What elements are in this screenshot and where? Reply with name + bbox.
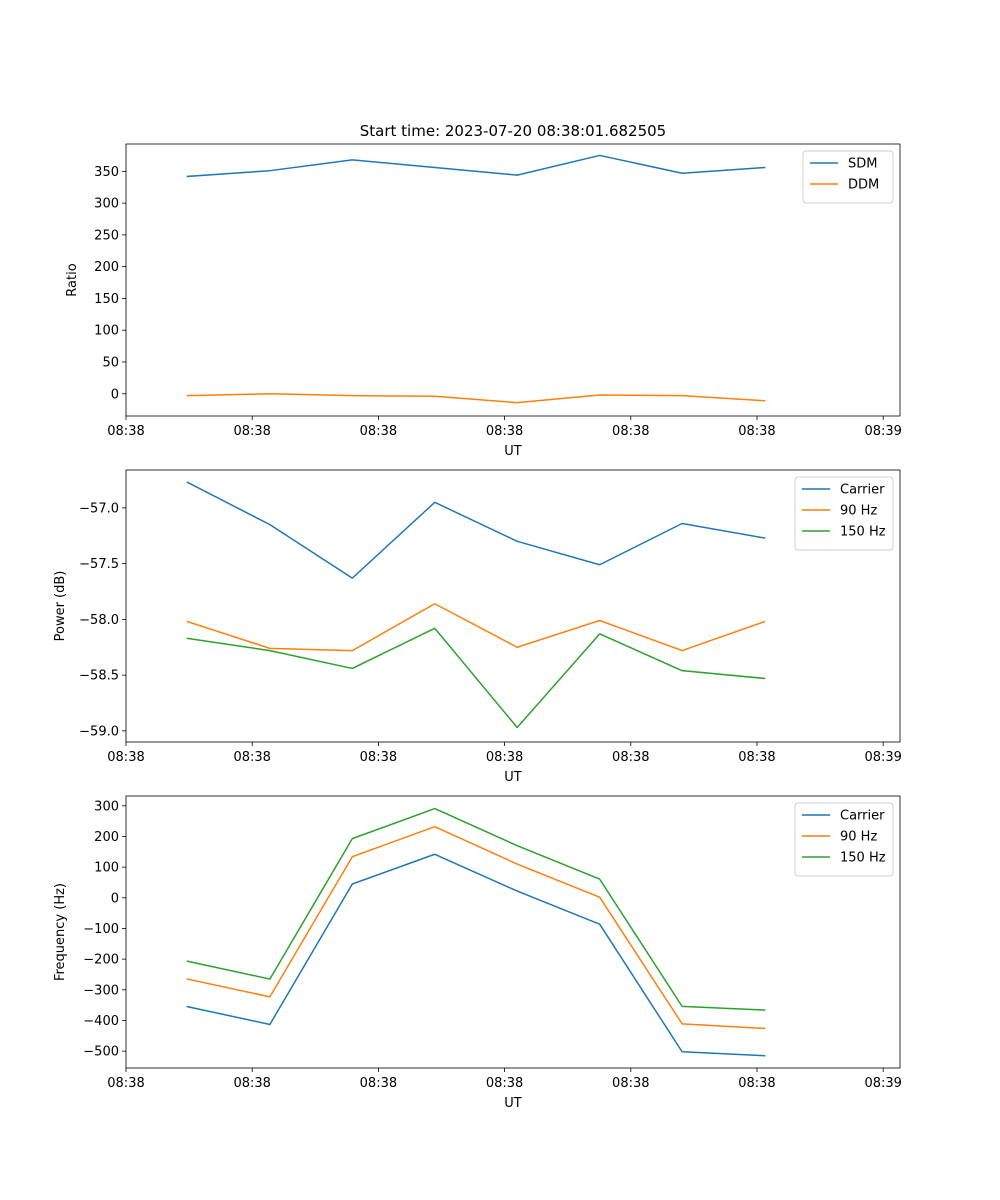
axes-frame: [125, 469, 901, 743]
x-axis-label: UT: [504, 444, 522, 459]
series-line-carrier: [186, 481, 766, 579]
legend: SDM DDM: [802, 150, 894, 204]
x-tick-label: 08:39: [864, 424, 901, 439]
y-tick-label: −58.0: [79, 613, 119, 628]
series-line-ddm: [186, 393, 766, 404]
y-axis-label: Ratio: [65, 263, 80, 296]
x-tick-label: 08:38: [612, 750, 649, 765]
subplots: 08:38 08:38 08:38 08:38 08:38 08:38 08:39 0 50 10…: [53, 143, 902, 1111]
subplot-1: 08:38 08:38 08:38 08:38 08:38 08:38 08:39 0 50 10…: [65, 143, 902, 459]
legend-label: DDM: [848, 178, 879, 193]
x-tick-label: 08:38: [738, 424, 775, 439]
y-tick-label: 350: [94, 165, 119, 180]
y-axis-label: Frequency (Hz): [53, 883, 68, 981]
y-tick-label: −59.0: [79, 724, 119, 739]
legend-label: 90 Hz: [840, 504, 877, 519]
x-tick-label: 08:39: [864, 750, 901, 765]
legend-label: Carrier: [840, 809, 885, 824]
y-tick-label: 100: [94, 324, 119, 339]
x-tick-label: 08:38: [233, 424, 270, 439]
y-tick-label: −400: [83, 1014, 119, 1029]
y-axis-label: Power (dB): [53, 571, 68, 642]
y-tick-label: 0: [111, 387, 119, 402]
series-line-carrier: [186, 853, 766, 1057]
axes-frame: [125, 795, 901, 1069]
y-tick-label: 300: [94, 197, 119, 212]
x-tick-label: 08:38: [486, 424, 523, 439]
y-tick-label: 150: [94, 292, 119, 307]
x-axis-label: UT: [504, 1096, 522, 1111]
x-tick-label: 08:38: [233, 1076, 270, 1091]
series-lines: [186, 154, 766, 404]
x-tick-label: 08:38: [107, 750, 144, 765]
x-tick-label: 08:38: [612, 424, 649, 439]
legend-label: Carrier: [840, 483, 885, 498]
legend: Carrier 90 Hz 150 Hz: [794, 476, 894, 551]
series-lines: [186, 481, 766, 729]
subplot-3: 08:38 08:38 08:38 08:38 08:38 08:38 08:39 −500 −…: [53, 795, 902, 1111]
x-tick-label: 08:38: [486, 1076, 523, 1091]
series-lines: [186, 807, 766, 1057]
x-tick-label: 08:38: [360, 1076, 397, 1091]
y-tick-label: 100: [94, 861, 119, 876]
y-tick-label: −500: [83, 1045, 119, 1060]
x-tick-label: 08:38: [486, 750, 523, 765]
legend-label: 150 Hz: [840, 525, 886, 540]
subplot-2: 08:38 08:38 08:38 08:38 08:38 08:38 08:39 −59.0…: [53, 469, 902, 785]
y-tick-label: −57.0: [79, 501, 119, 516]
y-tick-label: 250: [94, 228, 119, 243]
x-tick-label: 08:38: [107, 424, 144, 439]
figure-title: Start time: 2023-07-20 08:38:01.682505: [360, 122, 666, 140]
x-tick-label: 08:38: [360, 424, 397, 439]
y-tick-label: 200: [94, 830, 119, 845]
y-tick-label: 200: [94, 260, 119, 275]
legend-label: SDM: [848, 157, 877, 172]
y-tick-label: −57.5: [79, 557, 119, 572]
x-tick-label: 08:38: [738, 750, 775, 765]
x-axis-label: UT: [504, 770, 522, 785]
y-tick-label: 300: [94, 799, 119, 814]
legend-label: 150 Hz: [840, 851, 886, 866]
y-tick-label: 50: [102, 355, 119, 370]
y-tick-label: −58.5: [79, 669, 119, 684]
legend-label: 90 Hz: [840, 830, 877, 845]
legend-box: [802, 150, 894, 204]
series-line-90-hz: [186, 603, 766, 652]
x-tick-label: 08:38: [233, 750, 270, 765]
y-tick-label: −300: [83, 983, 119, 998]
axes-frame: [125, 143, 901, 417]
x-tick-label: 08:38: [107, 1076, 144, 1091]
series-line-150-hz: [186, 807, 766, 1011]
y-tick-label: −200: [83, 953, 119, 968]
series-line-90-hz: [186, 825, 766, 1030]
series-line-150-hz: [186, 627, 766, 729]
x-tick-label: 08:38: [360, 750, 397, 765]
legend: Carrier 90 Hz 150 Hz: [794, 802, 894, 877]
y-tick-label: −100: [83, 922, 119, 937]
series-line-sdm: [186, 154, 766, 178]
x-tick-label: 08:39: [864, 1076, 901, 1091]
y-tick-label: 0: [111, 891, 119, 906]
x-tick-label: 08:38: [738, 1076, 775, 1091]
x-tick-label: 08:38: [612, 1076, 649, 1091]
